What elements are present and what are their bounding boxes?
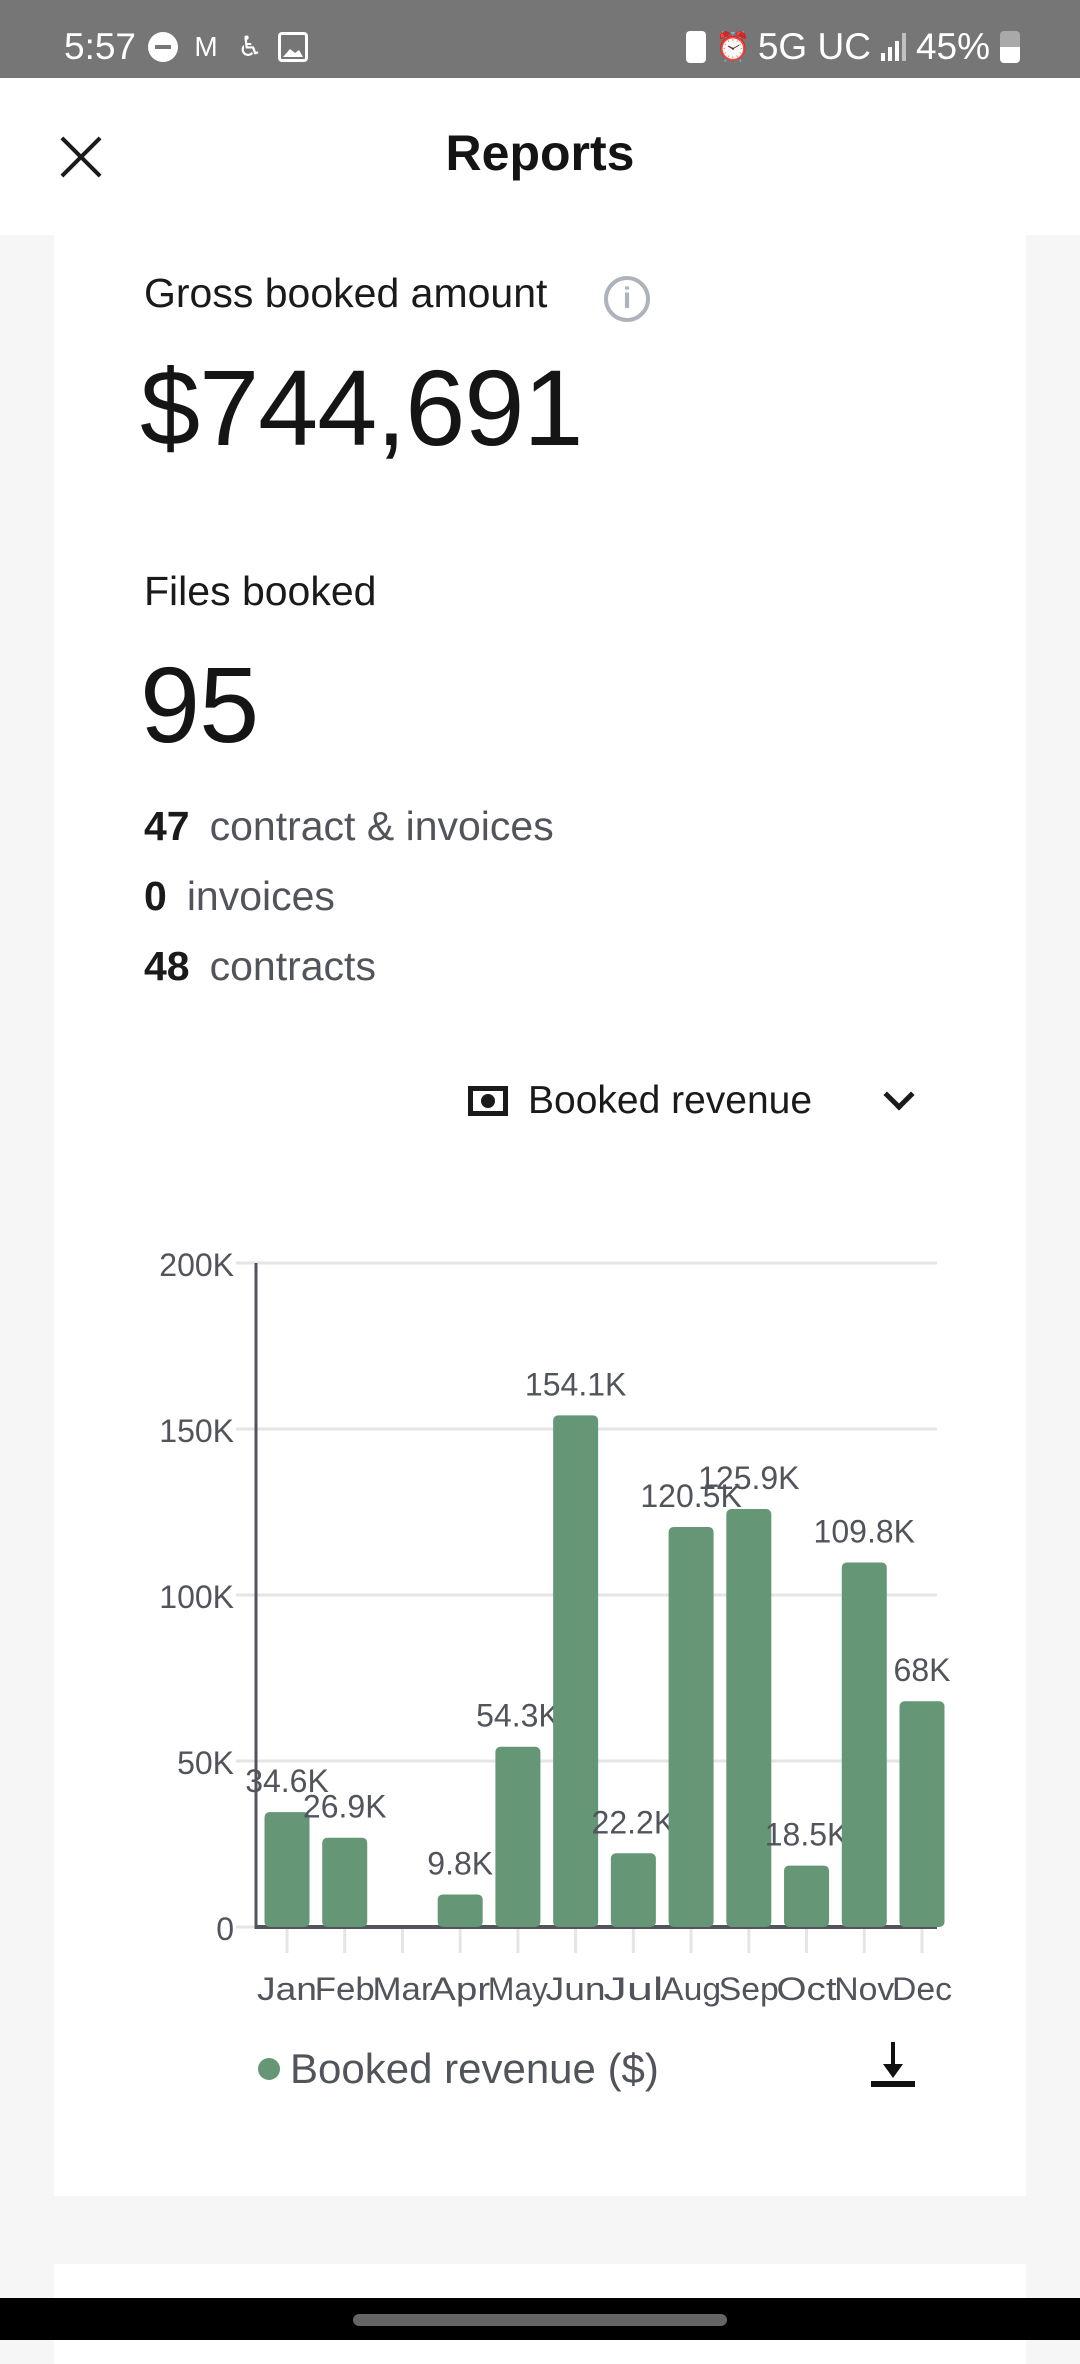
- files-booked-value: 95: [140, 644, 259, 765]
- gross-booked-value: $744,691: [140, 347, 583, 468]
- battery-icon: [1000, 31, 1020, 63]
- files-booked-label: Files booked: [144, 568, 377, 614]
- gmail-icon: M: [194, 31, 218, 62]
- app-header: Reports: [0, 78, 1080, 235]
- status-bar: 5:57 M ♿ ⏰ 5G UC 45%: [0, 0, 1080, 78]
- accessibility-icon: ♿: [237, 31, 263, 62]
- breakdown-count: 47: [144, 803, 190, 849]
- metric-dropdown-label: Booked revenue: [528, 1079, 813, 1122]
- data-label: 22.2K: [592, 1804, 676, 1840]
- legend-swatch: [258, 2058, 280, 2080]
- x-tick-label: Apr: [430, 1971, 490, 2007]
- network-type: 5G UC: [757, 26, 871, 67]
- x-tick-label: Feb: [315, 1971, 375, 2007]
- x-tick-label: Nov: [834, 1971, 894, 2007]
- metric-dropdown[interactable]: Booked revenue: [468, 1072, 918, 1130]
- bar-jul: [610, 1853, 656, 1927]
- page-title: Reports: [445, 125, 635, 181]
- data-label: 120.5K: [640, 1478, 741, 1514]
- gallery-icon: [278, 32, 309, 62]
- x-tick-label: Sep: [719, 1971, 779, 2007]
- data-label: 109.8K: [814, 1513, 915, 1549]
- breakdown-invoices: 0 invoices: [144, 873, 335, 920]
- y-tick-label: 150K: [159, 1413, 234, 1449]
- y-tick-label: 200K: [159, 1247, 234, 1283]
- breakdown-contract-invoices: 47 contract & invoices: [144, 803, 554, 850]
- gross-booked-label: Gross booked amount: [144, 270, 548, 316]
- breakdown-label: contracts: [209, 943, 376, 989]
- chart-legend: Booked revenue ($): [258, 2045, 659, 2093]
- x-tick-label: Mar: [372, 1971, 432, 2007]
- home-gesture-handle[interactable]: [353, 2314, 727, 2326]
- battery-percent: 45%: [915, 26, 990, 67]
- data-label: 26.9K: [303, 1789, 387, 1825]
- alarm-icon: ⏰: [715, 31, 751, 62]
- bar-dec: [899, 1701, 945, 1927]
- data-label: 34.6K: [245, 1763, 329, 1799]
- download-icon[interactable]: [868, 2040, 918, 2090]
- do-not-disturb-icon: [148, 32, 179, 62]
- data-label: 125.9K: [698, 1460, 799, 1496]
- x-tick-label: Jun: [546, 1971, 606, 2007]
- bar-oct: [784, 1865, 830, 1927]
- signal-icon: [880, 33, 906, 61]
- breakdown-label: invoices: [186, 873, 335, 919]
- bar-nov: [841, 1562, 887, 1927]
- breakdown-label: contract & invoices: [209, 803, 554, 849]
- bar-apr: [437, 1894, 483, 1927]
- info-icon[interactable]: i: [604, 276, 650, 322]
- money-icon: [468, 1086, 508, 1116]
- bar-may: [495, 1746, 541, 1927]
- breakdown-count: 0: [144, 873, 167, 919]
- bar-jun: [553, 1415, 599, 1927]
- battery-saver-icon: [685, 31, 706, 63]
- y-tick-label: 50K: [177, 1745, 234, 1781]
- data-label: 18.5K: [765, 1817, 849, 1853]
- breakdown-count: 48: [144, 943, 190, 989]
- system-nav-bar: [0, 2298, 1080, 2340]
- bar-aug: [668, 1526, 714, 1927]
- clock: 5:57: [64, 26, 137, 67]
- x-tick-label: Jan: [257, 1971, 317, 2007]
- bar-feb: [322, 1837, 368, 1927]
- bar-sep: [726, 1509, 772, 1927]
- y-tick-label: 100K: [159, 1579, 234, 1615]
- data-label: 68K: [894, 1652, 951, 1688]
- data-label: 54.3K: [476, 1698, 560, 1734]
- data-label: 154.1K: [525, 1366, 626, 1402]
- data-label: 9.8K: [427, 1845, 493, 1881]
- x-tick-label: Oct: [777, 1971, 837, 2007]
- x-tick-label: Dec: [892, 1971, 952, 2007]
- x-tick-label: Aug: [661, 1971, 721, 2007]
- legend-label: Booked revenue ($): [290, 2045, 659, 2092]
- y-tick-label: 0: [216, 1911, 234, 1947]
- x-tick-label: Jul: [603, 1971, 663, 2007]
- x-tick-label: May: [488, 1971, 548, 2007]
- breakdown-contracts: 48 contracts: [144, 943, 376, 990]
- bar-jan: [264, 1812, 310, 1927]
